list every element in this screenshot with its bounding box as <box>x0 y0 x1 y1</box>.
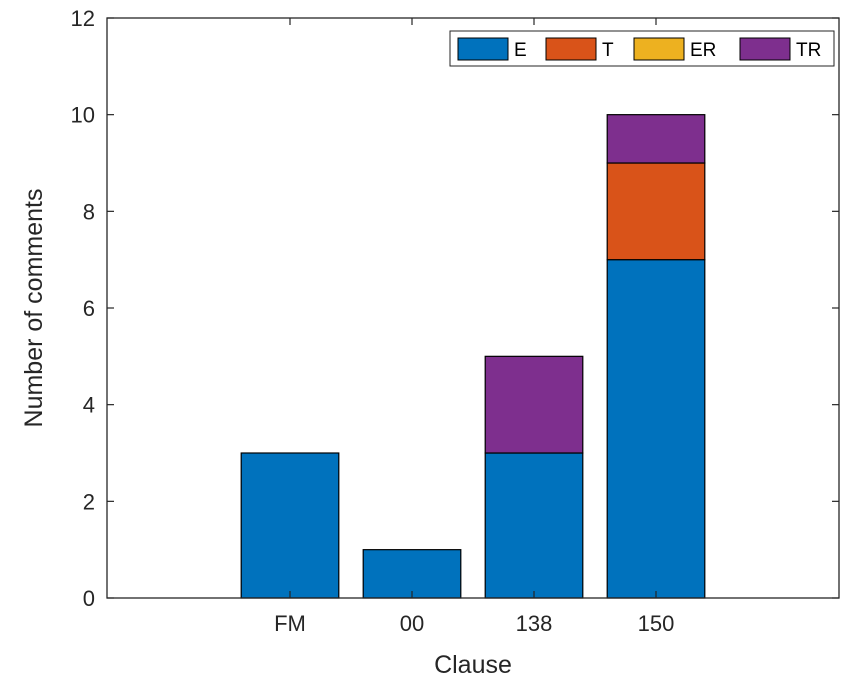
y-tick-label: 10 <box>71 103 95 128</box>
legend-swatch-t <box>545 37 597 61</box>
x-tick-label: FM <box>274 611 306 636</box>
y-tick-label: 0 <box>83 586 95 611</box>
legend-swatch-er <box>633 37 685 61</box>
bar-e-fm <box>240 452 340 599</box>
legend-label-e: E <box>514 40 527 61</box>
legend-swatch-e <box>457 37 509 61</box>
x-axis-label: Clause <box>434 651 512 679</box>
y-tick-label: 8 <box>83 199 95 224</box>
bar-e-00 <box>362 549 462 599</box>
x-tick-label: 150 <box>638 611 675 636</box>
legend-label-tr: TR <box>796 40 821 61</box>
x-tick-label: 138 <box>516 611 553 636</box>
bar-tr-150 <box>606 114 706 164</box>
y-tick-label: 4 <box>83 393 95 418</box>
legend: E T ER TR <box>449 30 835 67</box>
bar-e-138 <box>484 452 584 599</box>
ticks-group: 0 2 4 6 8 10 12 FM 00 138 150 <box>71 6 839 636</box>
y-tick-label: 2 <box>83 489 95 514</box>
y-axis-label: Number of comments <box>20 189 48 428</box>
y-tick-label: 12 <box>71 6 95 31</box>
bar-t-150 <box>606 162 706 261</box>
bar-e-150 <box>606 259 706 599</box>
x-tick-label: 00 <box>400 611 424 636</box>
bar-tr-138 <box>484 355 584 454</box>
legend-label-t: T <box>602 40 614 61</box>
legend-swatch-tr <box>739 37 791 61</box>
plot-area <box>107 18 839 598</box>
plot-background <box>107 18 839 598</box>
legend-label-er: ER <box>690 40 716 61</box>
y-tick-label: 6 <box>83 296 95 321</box>
bars-group <box>240 114 706 599</box>
